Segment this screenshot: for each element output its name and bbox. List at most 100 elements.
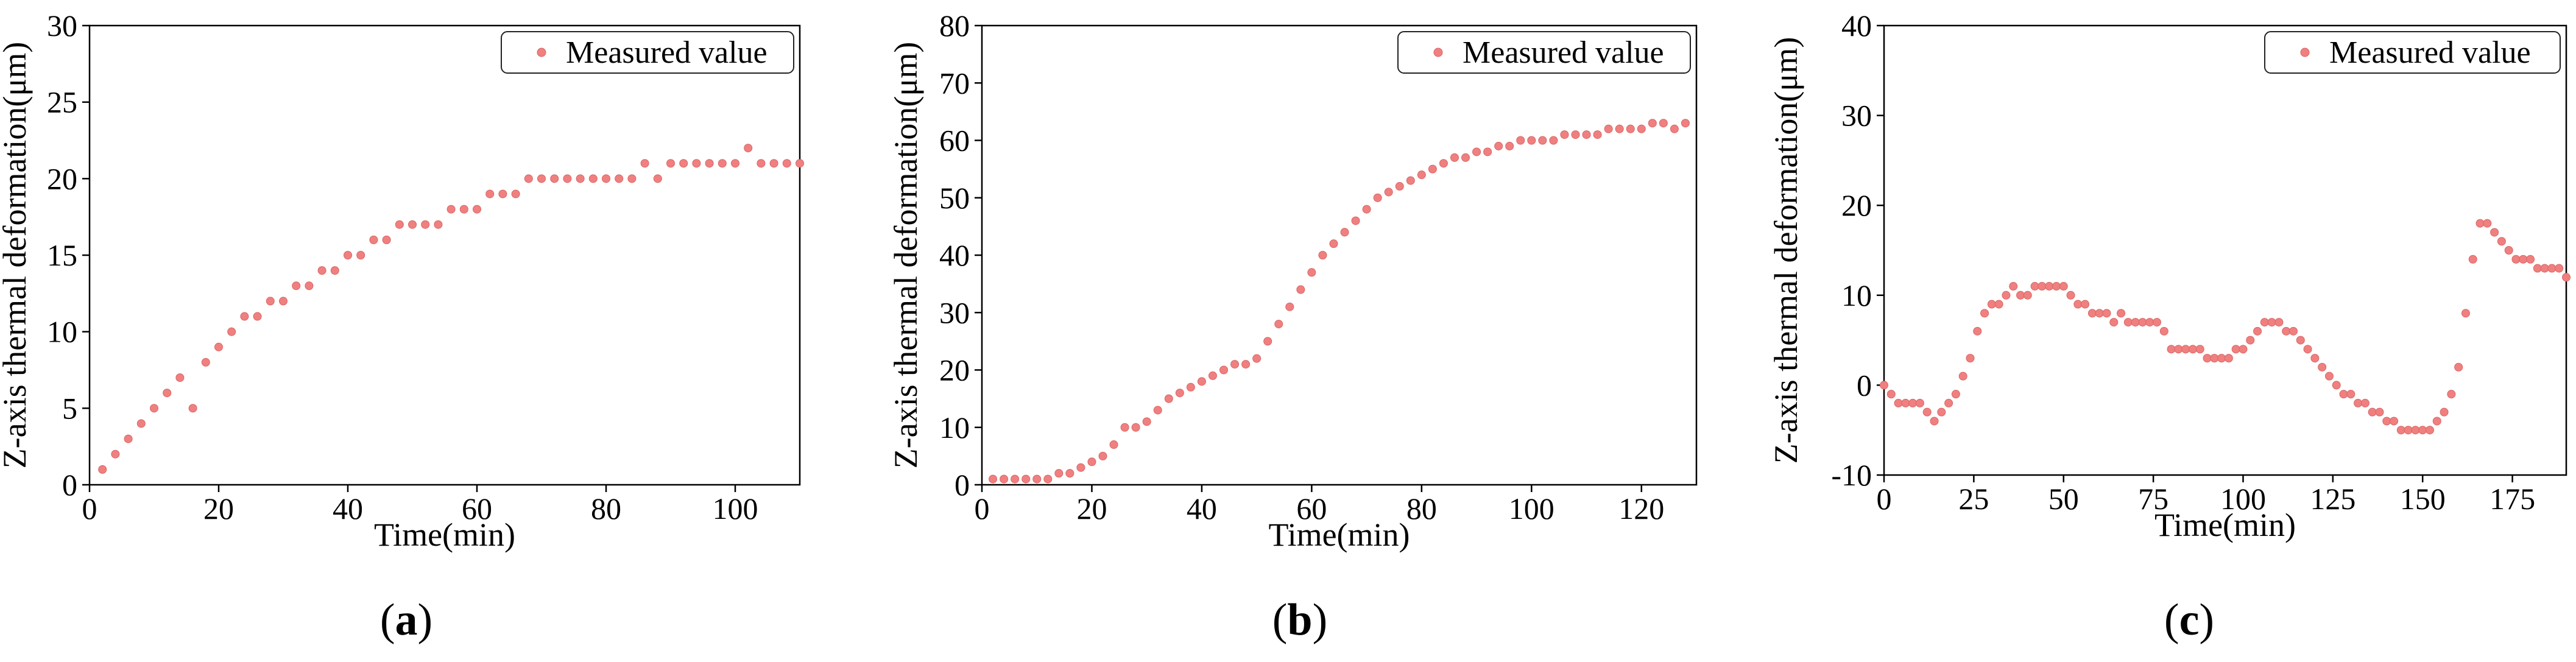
data-point [1241,360,1251,369]
data-point [2038,282,2047,291]
data-point [1109,440,1118,449]
x-tick-label: 25 [1958,482,1989,516]
legend-label: Measured value [566,35,768,70]
data-point [2533,264,2542,273]
data-point [2023,291,2032,300]
data-point [1208,371,1217,380]
data-point [769,159,778,168]
data-point [1987,300,1996,309]
y-tick-label: 60 [939,124,970,158]
data-point [2447,390,2456,399]
data-point [1494,141,1503,150]
data-point [1329,239,1338,248]
data-point [2203,354,2212,363]
data-point [1582,130,1591,139]
data-point [395,220,404,229]
y-tick-label: 30 [47,9,77,43]
data-point [511,189,520,199]
data-point [2360,398,2370,407]
data-point [2562,273,2571,282]
data-point [2547,264,2557,273]
data-point [782,159,791,168]
data-point [1186,382,1195,392]
data-point [615,174,624,183]
data-point [2239,345,2248,354]
data-point [498,189,507,199]
data-point [563,174,572,183]
data-point [588,174,598,183]
data-point [369,235,378,244]
data-point [1131,423,1140,432]
data-point [473,205,481,214]
y-tick-label: 20 [47,161,77,195]
data-point [2483,219,2492,228]
data-point [1483,147,1492,157]
data-point [1527,136,1536,145]
data-point [279,297,288,306]
data-point [2174,345,2183,354]
x-tick-label: 100 [713,491,758,526]
x-tick-label: 75 [2138,482,2168,516]
legend-box [2264,31,2561,74]
y-tick-label: 10 [1841,278,1872,312]
data-point [2354,398,2363,407]
data-point [1384,188,1393,197]
data-point [2246,336,2255,345]
data-point [1670,124,1679,133]
data-point [2059,282,2068,291]
data-point [1076,463,1085,472]
data-point [1505,141,1514,150]
data-point [2411,426,2420,435]
data-point [305,281,314,291]
data-point [2217,354,2226,363]
x-tick-label: 60 [1296,491,1327,526]
legend: Measured value [501,31,794,74]
plot-frame [1883,24,2567,476]
data-point [2426,426,2434,435]
x-tick-label: 40 [333,491,363,526]
data-point [1142,417,1151,426]
data-point [757,159,766,168]
data-point [2109,318,2119,327]
data-point [111,449,120,459]
data-point [1915,398,1924,407]
data-point [2138,318,2147,327]
data-point [2555,264,2564,273]
x-tick-label: 0 [82,491,97,526]
data-point [796,159,804,168]
data-point [2095,309,2104,318]
plot-frame [88,24,801,486]
data-point [2210,354,2219,363]
data-point [1615,124,1624,133]
legend-box [1397,31,1691,74]
x-tick-label: 60 [462,491,492,526]
data-point [2390,417,2399,426]
data-point [2396,426,2405,435]
data-point [188,404,197,413]
data-point [2002,291,2011,300]
panel-letter: b [1287,595,1312,645]
x-tick-label: 0 [1877,482,1892,516]
y-tick-label: 40 [1841,9,1872,43]
data-point [2052,282,2061,291]
data-point [2511,255,2521,264]
data-point [1560,130,1569,139]
data-point [1252,354,1262,363]
data-point [2117,309,2126,318]
data-point [1340,228,1349,237]
data-point [2045,282,2054,291]
data-point [524,174,533,183]
data-point [1894,398,1903,407]
data-point [679,159,688,168]
y-tick-label: 30 [939,295,970,329]
legend: Measured value [2264,31,2561,74]
data-point [266,297,275,306]
data-point [1065,469,1075,478]
data-point [2440,407,2449,417]
data-point [2167,345,2176,354]
data-point [1439,159,1448,168]
data-point [2188,345,2197,354]
data-point [1944,398,1953,407]
data-point [2332,381,2341,390]
data-point [150,404,158,413]
